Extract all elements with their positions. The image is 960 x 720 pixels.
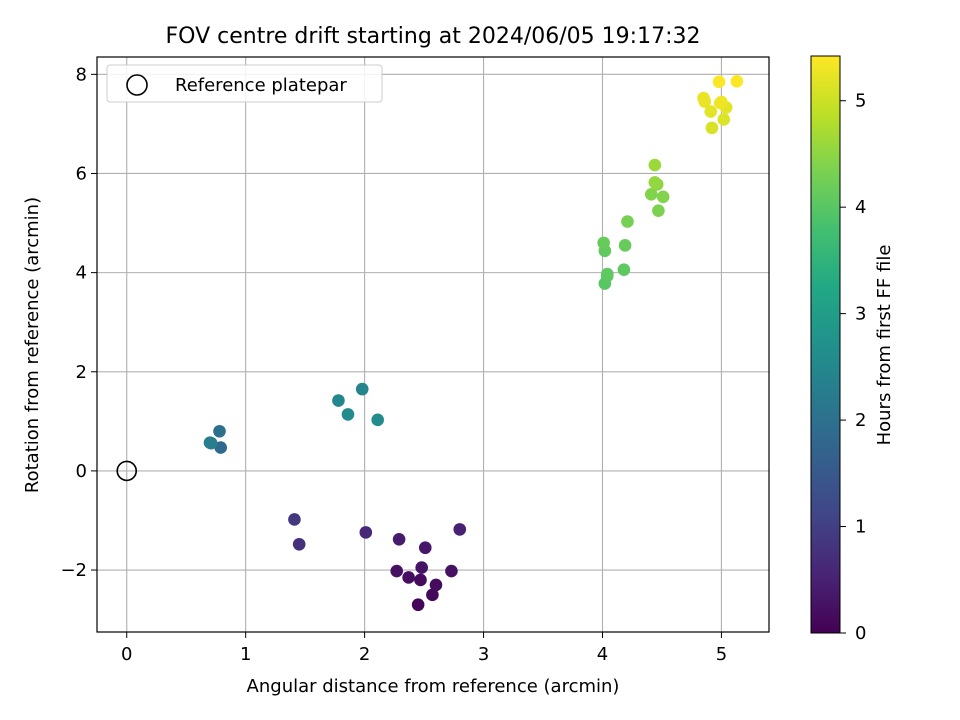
- data-point: [644, 188, 658, 201]
- legend: Reference platepar: [106, 64, 383, 103]
- x-tick-label: 3: [478, 644, 489, 665]
- data-point: [712, 75, 726, 89]
- y-axis-ticks: −2 0 2 4 6 8: [60, 64, 97, 581]
- colorbar: 0 1 2 3 4 5 Hours from first FF file: [810, 55, 895, 644]
- x-tick-label: 2: [359, 644, 370, 665]
- data-point: [359, 526, 373, 539]
- data-point: [390, 564, 404, 578]
- data-point: [705, 121, 719, 135]
- data-point: [617, 263, 631, 276]
- x-tick-label: 0: [121, 644, 132, 665]
- colorbar-tick-label: 0: [855, 623, 866, 644]
- colorbar-tick-label: 4: [855, 197, 866, 218]
- data-point: [429, 578, 443, 592]
- data-point: [648, 176, 662, 189]
- data-point: [445, 564, 458, 578]
- chart-title: FOV centre drift starting at 2024/06/05 …: [166, 24, 701, 49]
- data-point: [648, 158, 662, 172]
- data-point: [697, 91, 710, 105]
- data-point: [402, 571, 415, 584]
- data-point: [704, 105, 718, 118]
- data-point: [392, 533, 406, 546]
- colorbar-tick-label: 1: [855, 517, 866, 538]
- data-point: [715, 95, 728, 109]
- data-point: [292, 537, 306, 551]
- y-tick-label: 4: [76, 263, 87, 284]
- colorbar-gradient: [810, 55, 841, 634]
- data-point: [621, 215, 634, 228]
- legend-marker-icon: [126, 74, 148, 96]
- data-point: [332, 394, 345, 407]
- data-point: [652, 204, 665, 217]
- colorbar-tick-label: 3: [855, 304, 866, 325]
- x-tick-label: 5: [716, 644, 727, 665]
- data-point: [341, 408, 355, 421]
- x-tick-label: 1: [240, 644, 251, 665]
- legend-box: [106, 64, 383, 103]
- data-point: [213, 424, 226, 438]
- colorbar-tick-label: 5: [855, 91, 866, 112]
- y-tick-label: 0: [76, 461, 87, 482]
- data-point: [453, 523, 467, 536]
- grid-lines: [97, 57, 769, 632]
- colorbar-label: Hours from first FF file: [874, 245, 895, 446]
- data-point: [288, 513, 301, 526]
- reference-platepar-marker: [116, 460, 138, 482]
- data-point: [411, 598, 425, 612]
- x-axis-label: Angular distance from reference (arcmin): [247, 676, 620, 697]
- y-tick-label: 2: [76, 362, 87, 383]
- data-point: [371, 413, 384, 427]
- data-point: [426, 588, 439, 602]
- data-point: [204, 436, 218, 450]
- data-point: [730, 74, 744, 88]
- data-point: [717, 113, 731, 126]
- x-axis-ticks: 0 1 2 3 4 5: [121, 632, 727, 665]
- data-point: [656, 190, 670, 204]
- data-points: [203, 74, 744, 612]
- legend-entry-reference: Reference platepar: [175, 75, 347, 96]
- y-tick-label: 6: [76, 163, 87, 184]
- data-point: [600, 267, 614, 281]
- data-point: [214, 441, 227, 454]
- data-point: [418, 541, 432, 555]
- data-point: [415, 561, 429, 574]
- plot-frame: [96, 56, 770, 633]
- y-tick-label: −2: [60, 560, 87, 581]
- colorbar-ticks: 0 1 2 3 4 5: [840, 91, 866, 644]
- data-point: [597, 236, 610, 250]
- y-axis-label: Rotation from reference (arcmin): [22, 197, 43, 493]
- y-tick-label: 8: [76, 64, 87, 85]
- reference-marker-layer: [116, 460, 138, 482]
- colorbar-tick-label: 2: [855, 410, 866, 431]
- data-point: [618, 239, 632, 252]
- x-tick-label: 4: [597, 644, 608, 665]
- data-point: [414, 573, 427, 587]
- data-point: [355, 382, 369, 396]
